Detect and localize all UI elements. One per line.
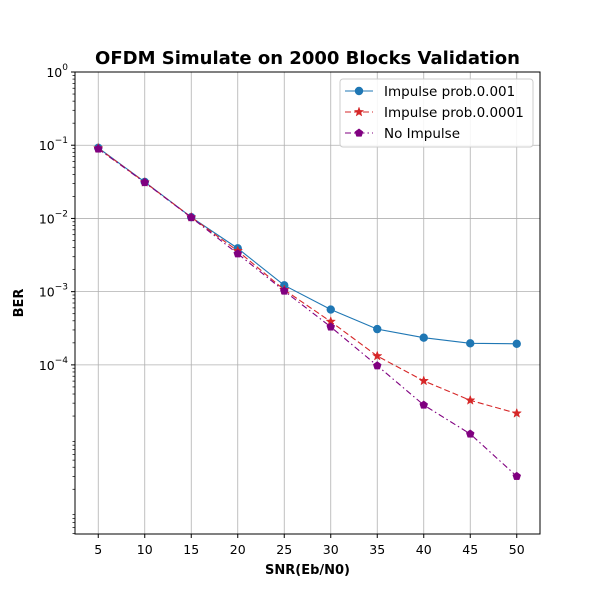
data-point [511,407,523,418]
y-tick-label: 10−1 [39,136,68,153]
data-point [326,322,336,331]
legend: Impulse prob.0.001 Impulse prob.0.0001 No … [339,78,534,148]
x-tick-label: 30 [323,542,339,557]
x-tick-label: 20 [230,542,246,557]
x-axis-label: SNR(Eb/N0) [265,563,350,578]
legend-box [339,78,534,148]
legend-marker [354,86,364,96]
legend-entry: Impulse prob.0.001 [345,84,515,100]
data-point [372,361,382,370]
series-layer [92,142,523,480]
data-point [93,144,103,153]
data-point [419,400,429,409]
series-3 [93,144,522,480]
y-tick-label: 10−3 [39,283,68,300]
y-tick-label: 10−2 [39,209,68,226]
x-tick-label: 35 [369,542,385,557]
data-point [279,286,289,295]
x-tick-label: 5 [94,542,102,557]
y-axis-label: BER [12,289,27,318]
data-point [419,333,428,342]
legend-entry: No Impulse [345,126,460,142]
x-tick-label: 40 [416,542,432,557]
data-point [466,339,475,348]
data-point [326,305,335,314]
axis-ticks: 5 10 15 20 25 30 35 40 45 50 100 10−1 10−2 10−3 10−4 [39,63,525,557]
legend-label: No Impulse [384,126,460,142]
x-tick-label: 45 [462,542,478,557]
series-line [97,148,518,477]
x-tick-label: 25 [276,542,292,557]
data-point [140,177,150,187]
chart-title: OFDM Simulate on 2000 Blocks Validation [95,48,520,69]
data-point [186,212,196,222]
y-tick-label: 10−4 [39,356,68,373]
legend-marker [353,106,365,117]
data-point [465,429,475,438]
legend-label: Impulse prob.0.001 [384,84,515,100]
x-tick-label: 50 [509,542,525,557]
data-point [418,375,430,386]
data-point [371,350,383,361]
legend-label: Impulse prob.0.0001 [384,105,524,121]
data-point [512,339,521,349]
data-point [233,249,243,258]
x-tick-label: 15 [183,542,199,557]
legend-marker [354,128,364,137]
legend-entry: Impulse prob.0.0001 [345,105,524,121]
data-point [373,324,382,334]
data-point [464,394,476,405]
x-tick-label: 10 [137,542,153,557]
data-point [512,471,522,480]
y-tick-label: 100 [46,63,68,80]
